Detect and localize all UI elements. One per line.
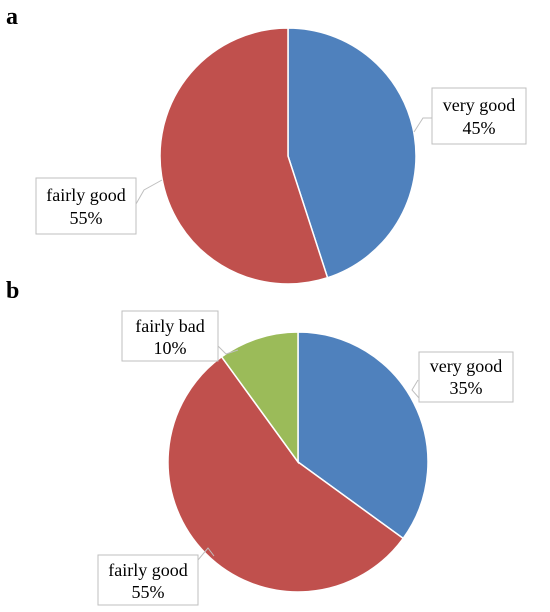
- callout-b-fairly-good: fairly good 55%: [97, 547, 215, 606]
- pie-b-slice-fairly-bad: [220, 331, 299, 465]
- slice-label-a-very-good: very good: [443, 95, 515, 115]
- pie-b-slices: [167, 331, 429, 593]
- slice-value-b-fairly-bad: 10%: [154, 338, 187, 358]
- slice-value-a-very-good: 45%: [463, 118, 496, 138]
- callout-box-b-fairly-bad: [121, 310, 219, 362]
- slice-value-b-very-good: 35%: [450, 378, 483, 398]
- leader-line-a-very-good: [413, 117, 432, 133]
- callout-a-fairly-good: fairly good 55%: [35, 177, 163, 235]
- pie-b-slice-very-good: [297, 331, 429, 540]
- pie-a-slice-fairly-good: [159, 27, 329, 285]
- callout-b-very-good: very good 35%: [411, 351, 514, 403]
- slice-value-a-fairly-good: 55%: [70, 208, 103, 228]
- leader-line-b-very-good: [411, 379, 420, 399]
- panel-label-a: a: [6, 4, 18, 30]
- pie-a-slice-very-good: [287, 27, 417, 279]
- callout-b-fairly-bad: fairly bad 10%: [121, 310, 239, 362]
- pie-a-slices: [159, 27, 417, 285]
- leader-line-a-fairly-good: [135, 179, 163, 205]
- slice-label-a-fairly-good: fairly good: [46, 185, 125, 205]
- callout-a-very-good: very good 45%: [413, 87, 527, 145]
- pie-b-slice-fairly-good: [167, 355, 405, 593]
- slice-label-b-fairly-good: fairly good: [108, 560, 187, 580]
- slice-value-b-fairly-good: 55%: [132, 582, 165, 602]
- slice-label-b-fairly-bad: fairly bad: [135, 316, 204, 336]
- callout-box-b-very-good: [418, 351, 514, 403]
- leader-line-b-fairly-good: [197, 547, 215, 561]
- callout-box-b-fairly-good: [97, 554, 199, 606]
- callout-box-a-very-good: [431, 87, 527, 145]
- pie-chart-b: b very good 35% fairly good 55% fairly b…: [6, 278, 514, 606]
- callout-box-a-fairly-good: [35, 177, 137, 235]
- panel-label-b: b: [6, 278, 19, 304]
- pie-chart-a: a very good 45% fairly good 55%: [6, 4, 527, 285]
- slice-label-b-very-good: very good: [430, 356, 502, 376]
- leader-line-b-fairly-bad: [217, 345, 239, 355]
